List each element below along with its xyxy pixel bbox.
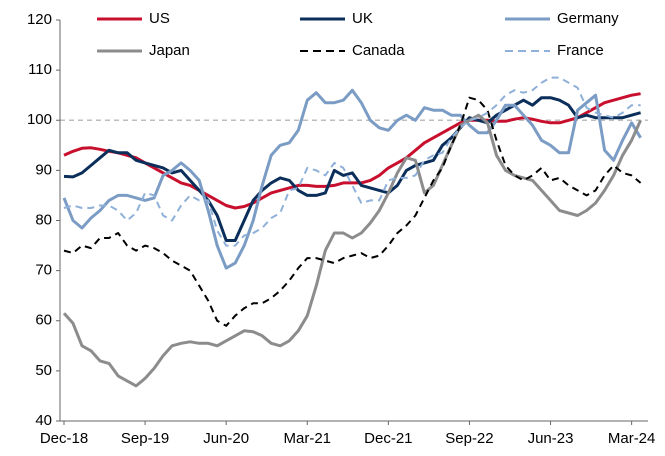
x-tick-label: Mar-21: [284, 430, 332, 447]
legend-label: Canada: [352, 42, 405, 59]
y-tick-label: 70: [35, 262, 52, 279]
x-tick-label: Dec-18: [40, 430, 88, 447]
legend-label: US: [149, 10, 170, 27]
y-tick-label: 80: [35, 211, 52, 228]
legend-label: Japan: [149, 42, 190, 59]
series-line: [62, 113, 642, 388]
y-tick-label: 120: [27, 11, 52, 28]
y-tick-label: 100: [27, 111, 52, 128]
series-line: [63, 96, 642, 242]
series-line: [63, 96, 642, 327]
y-tick-label: 60: [35, 312, 52, 329]
x-tick-label: Dec-21: [364, 430, 412, 447]
legend-label: Germany: [557, 10, 619, 27]
series-line: [63, 76, 641, 247]
x-tick-label: Jun-20: [203, 430, 249, 447]
x-tick-label: Mar-24: [608, 430, 656, 447]
y-tick-label: 90: [35, 161, 52, 178]
y-tick-label: 50: [35, 362, 52, 379]
legend-label: UK: [352, 10, 373, 27]
legend-label: France: [557, 42, 604, 59]
x-tick-label: Sep-22: [445, 430, 493, 447]
series-line: [62, 88, 642, 270]
x-tick-label: Jun-23: [528, 430, 574, 447]
x-tick-label: Sep-19: [121, 430, 169, 447]
y-tick-label: 40: [35, 412, 52, 429]
y-tick-label: 110: [28, 61, 52, 78]
series-line: [63, 92, 641, 210]
